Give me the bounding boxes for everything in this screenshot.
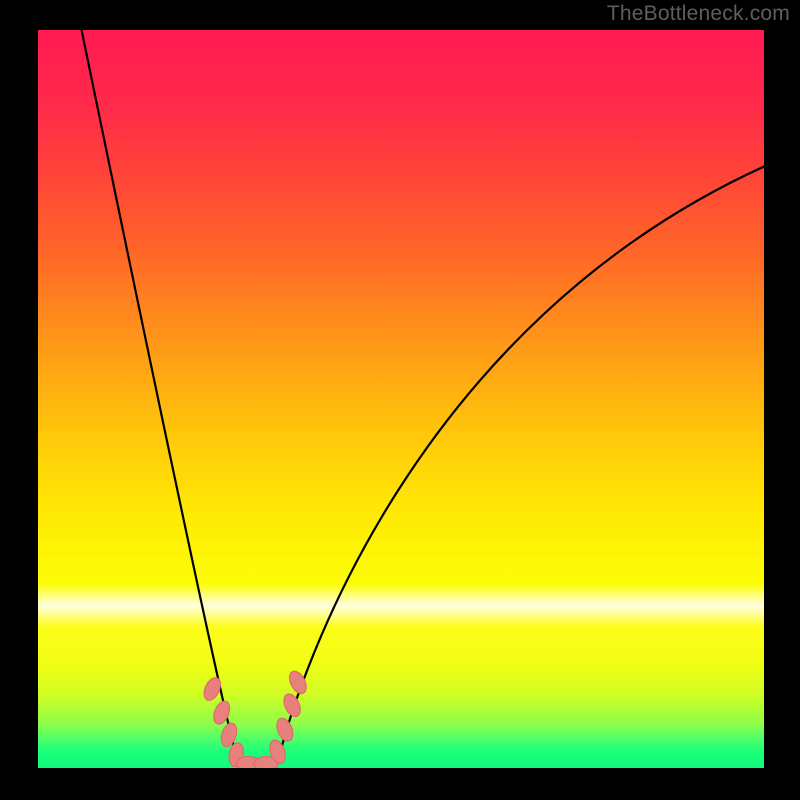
bead-marker — [211, 699, 233, 726]
right-curve — [278, 167, 764, 763]
bead-marker — [274, 716, 296, 743]
left-curve — [82, 30, 238, 762]
chart-root: TheBottleneck.com — [0, 0, 800, 800]
bead-marker — [281, 691, 304, 719]
bead-marker — [201, 675, 224, 703]
plot-area — [38, 30, 764, 768]
curve-overlay — [38, 30, 764, 768]
watermark-label: TheBottleneck.com — [607, 2, 790, 26]
